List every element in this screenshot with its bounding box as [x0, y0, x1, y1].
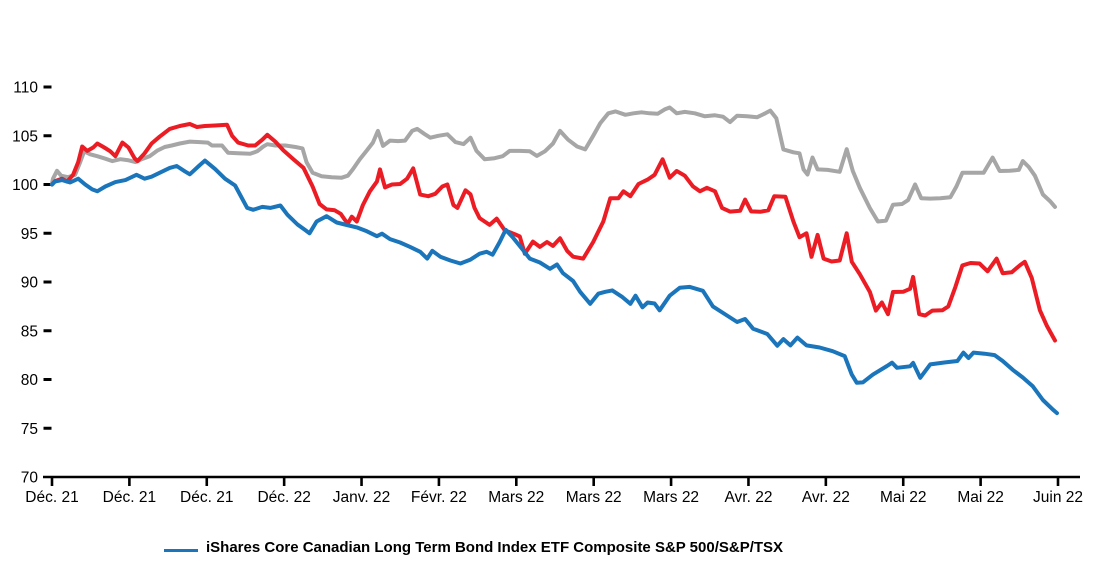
x-tick-label: Mai 22 [957, 489, 1004, 506]
series-red-line [50, 122, 1057, 343]
y-tick-label: 75 [21, 421, 38, 438]
y-tick-label: 70 [21, 470, 39, 487]
x-tick-label: Juin 22 [1033, 489, 1083, 506]
x-tick-label: Déc. 21 [25, 489, 78, 506]
y-tick-label: 95 [21, 226, 38, 243]
x-tick-label: Déc. 21 [103, 489, 156, 506]
x-tick-label: Mars 22 [643, 489, 699, 506]
y-tick-label: 80 [21, 372, 39, 389]
x-tick-label: Avr. 22 [724, 489, 772, 506]
y-tick-label: 110 [13, 80, 38, 97]
y-tick-label: 90 [21, 275, 39, 292]
x-tick-label: Déc. 22 [257, 489, 310, 506]
x-tick-label: Mars 22 [488, 489, 544, 506]
x-tick-label: Févr. 22 [411, 489, 467, 506]
legend-line-sample [164, 549, 198, 552]
chart-legend: iShares Core Canadian Long Term Bond Ind… [164, 539, 783, 556]
x-tick-label: Avr. 22 [802, 489, 850, 506]
x-tick-label: Déc. 21 [180, 489, 233, 506]
legend-label: iShares Core Canadian Long Term Bond Ind… [206, 539, 784, 556]
series-blue-line [50, 158, 1059, 416]
x-tick-label: Mai 22 [880, 489, 927, 506]
y-tick-label: 105 [12, 128, 38, 145]
y-tick-label: 85 [21, 323, 38, 340]
x-tick-label: Mars 22 [566, 489, 622, 506]
y-tick-label: 100 [12, 177, 38, 194]
series-gray-line [50, 105, 1057, 224]
x-tick-label: Janv. 22 [333, 489, 390, 506]
